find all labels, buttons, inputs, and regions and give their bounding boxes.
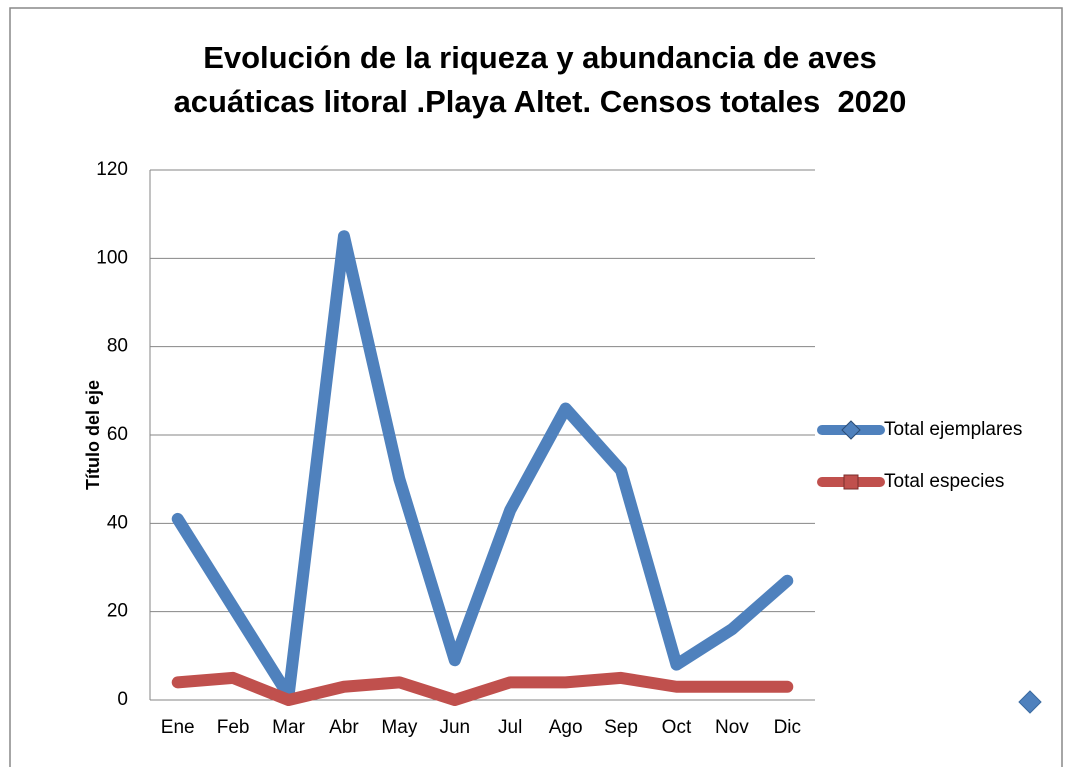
series-line [171, 230, 794, 702]
x-tick-label: Feb [217, 717, 250, 738]
x-tick-label: Jul [498, 717, 522, 738]
x-tick-label: Ene [161, 717, 195, 738]
legend-label: Total especies [884, 471, 1004, 492]
x-tick-label: Oct [662, 717, 692, 738]
chart-title: Evolución de la riqueza y abundancia de … [174, 40, 907, 119]
y-tick-label: 100 [96, 247, 128, 268]
y-tick-label: 120 [96, 159, 128, 180]
x-tick-label: Mar [272, 717, 305, 738]
stray-marker [1018, 690, 1042, 714]
x-tick-label: Jun [439, 717, 470, 738]
y-tick-label: 40 [107, 512, 128, 533]
x-tick-label: Ago [549, 717, 583, 738]
chart-frame [9, 7, 1063, 767]
y-tick-label: 60 [107, 424, 128, 445]
y-tick-label: 80 [107, 336, 128, 357]
x-tick-label: Sep [604, 717, 638, 738]
x-tick-label: Abr [329, 717, 359, 738]
y-tick-label: 0 [117, 689, 128, 710]
x-tick-label: Dic [774, 717, 801, 738]
legend-marker [841, 420, 861, 440]
x-tick-label: May [381, 717, 417, 738]
series-line [171, 671, 794, 706]
y-tick-label: 20 [107, 601, 128, 622]
legend-label: Total ejemplares [884, 419, 1022, 440]
y-axis-title: Título del eje [83, 380, 103, 490]
x-tick-label: Nov [715, 717, 749, 738]
legend-marker [843, 474, 859, 490]
